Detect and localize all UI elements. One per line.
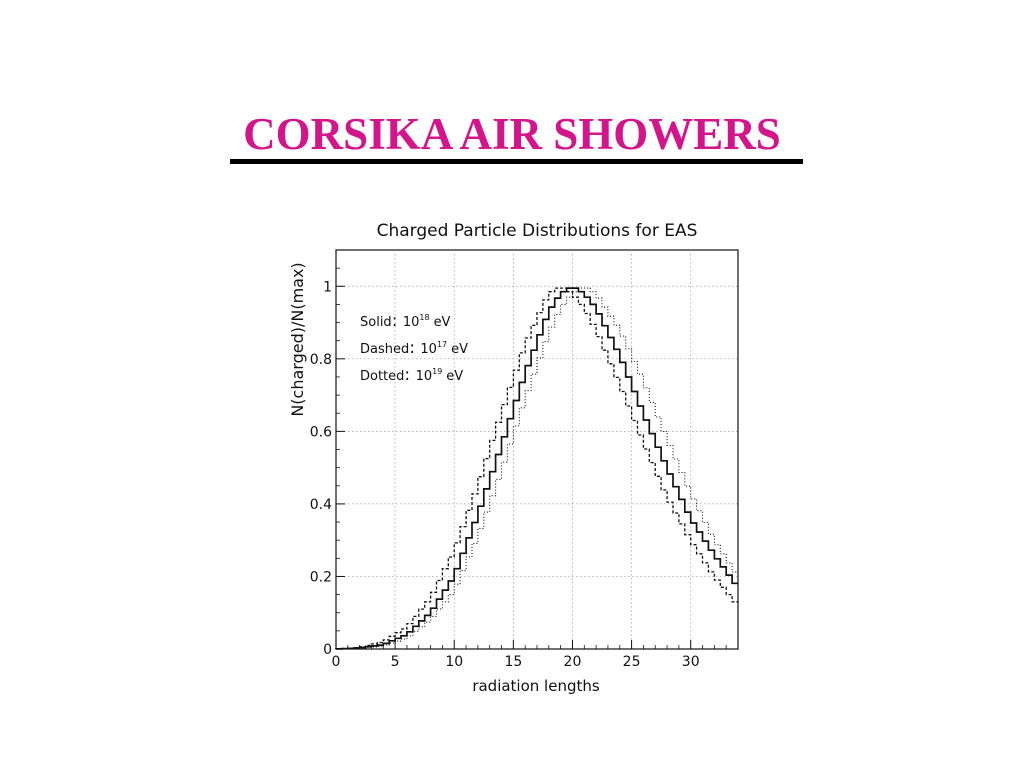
y-tick-label: 0 <box>323 642 332 658</box>
legend-label: Dashed <box>360 342 409 357</box>
x-tick-label: 30 <box>682 654 700 670</box>
x-tick-label: 25 <box>623 654 641 670</box>
legend-energy-base: 10 <box>403 315 420 330</box>
title-underline <box>230 159 803 164</box>
x-tick-label: 15 <box>504 654 522 670</box>
legend-energy-exponent: 17 <box>437 340 447 349</box>
legend-label: Solid <box>360 315 392 330</box>
legend-label: Dotted <box>360 369 404 384</box>
x-tick-label: 0 <box>332 654 341 670</box>
x-tick-label: 20 <box>564 654 582 670</box>
series-line-dotted <box>335 287 738 650</box>
chart-title: Charged Particle Distributions for EAS <box>377 221 698 241</box>
legend-entry: Dotted: 1019 eV <box>360 365 463 385</box>
x-tick-label: 10 <box>445 654 463 670</box>
legend-energy-base: 10 <box>420 342 437 357</box>
legend-entry: Dashed: 1017 eV <box>360 338 468 358</box>
series-line-dashed <box>335 287 738 650</box>
legend-entry: Solid: 1018 eV <box>360 311 451 331</box>
y-tick-label: 0.8 <box>310 352 332 368</box>
y-axis-label: N(charged)/N(max) <box>288 262 307 416</box>
legend-colon: : <box>404 365 415 385</box>
x-axis-label: radiation lengths <box>472 677 600 695</box>
legend-colon: : <box>409 338 420 358</box>
plot-frame <box>335 249 739 650</box>
x-tick-label: 5 <box>391 654 400 670</box>
y-tick-label: 1 <box>323 279 332 295</box>
y-tick-label: 0.4 <box>310 497 332 513</box>
y-tick-label: 0.2 <box>310 569 332 585</box>
y-tick-label: 0.6 <box>310 424 332 440</box>
legend-energy-exponent: 18 <box>419 313 429 322</box>
slide-title: CORSIKA AIR SHOWERS <box>243 109 781 159</box>
legend-unit: eV <box>446 369 463 384</box>
legend-unit: eV <box>434 315 451 330</box>
series-line-solid <box>335 287 738 650</box>
legend-colon: : <box>392 311 403 331</box>
legend-unit: eV <box>451 342 468 357</box>
legend-energy-base: 10 <box>416 369 433 384</box>
legend-energy-exponent: 19 <box>432 367 442 376</box>
